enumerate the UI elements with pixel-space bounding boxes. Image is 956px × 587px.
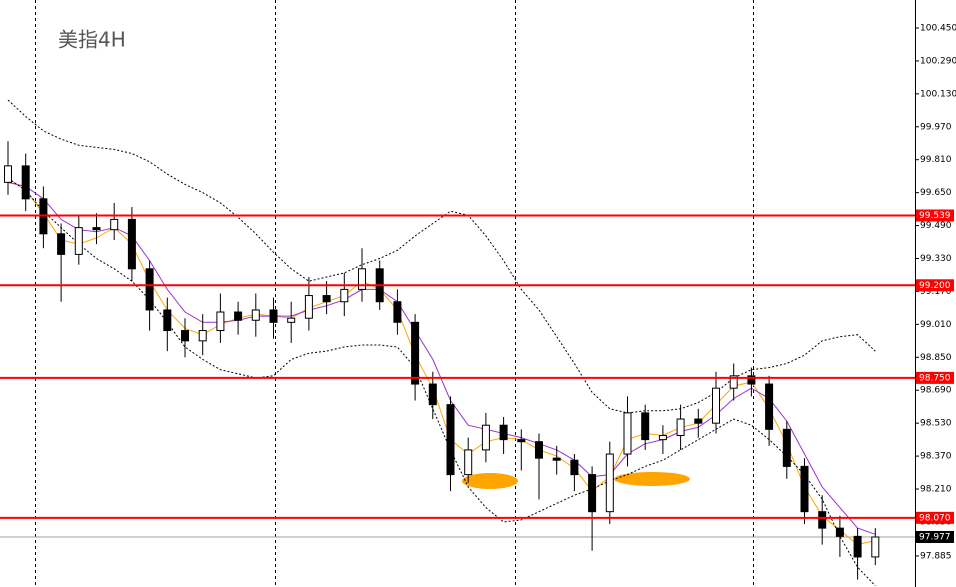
candle-body [304, 295, 313, 319]
y-tick-label: 98.850 [920, 353, 952, 363]
y-tick-label: 98.210 [920, 485, 952, 495]
candle-body [74, 227, 83, 255]
candle-body [782, 428, 791, 467]
candle-body [835, 527, 844, 537]
y-tick-label: 98.530 [920, 419, 952, 429]
candle-body [145, 268, 154, 311]
candle-body [570, 459, 579, 476]
candle-body [358, 268, 366, 290]
candle-body [481, 424, 490, 451]
candle-body [269, 309, 278, 323]
level-label-box [916, 209, 954, 222]
y-tick-label: 98.690 [920, 386, 952, 396]
moving-average [7, 177, 876, 546]
y-tick-label: 100.450 [920, 23, 956, 33]
candle-body [163, 309, 172, 332]
candle-body [322, 295, 331, 303]
candle-body [251, 309, 260, 321]
level-label-box [916, 279, 954, 292]
current-price-label: 97.977 [919, 532, 951, 542]
candle-body [552, 457, 561, 461]
candle-body [765, 383, 774, 430]
candle-body [694, 418, 703, 424]
y-tick-label: 99.970 [920, 122, 952, 132]
y-tick-label: 97.885 [920, 551, 952, 561]
candle-body [658, 435, 667, 441]
candle-body [464, 449, 473, 476]
candle-body [181, 330, 189, 342]
y-tick-label: 99.810 [920, 155, 952, 165]
candle-body [800, 465, 809, 513]
candle-body [588, 474, 597, 513]
candle-body [4, 165, 12, 183]
y-tick-label: 99.170 [920, 287, 952, 297]
candle-body [517, 439, 526, 443]
candle-body [57, 233, 66, 255]
candle-body [92, 227, 101, 231]
candle-body [871, 536, 880, 558]
moving-average [7, 181, 876, 535]
y-tick-label: 99.010 [920, 320, 952, 330]
y-tick-label: 98.370 [920, 452, 952, 462]
level-label: 98.070 [919, 513, 951, 523]
candle-body [676, 418, 685, 437]
candle-body [623, 412, 632, 455]
chart-title: 美指4H [58, 28, 126, 52]
candle-body [411, 321, 420, 385]
candle-body [446, 404, 455, 476]
bollinger-band [7, 177, 876, 587]
candle-body [287, 317, 296, 323]
y-tick-label: 99.330 [920, 254, 952, 264]
separators [35, 0, 754, 587]
candle-body [535, 441, 543, 459]
candle-body [21, 165, 30, 200]
current-price-box [916, 530, 954, 543]
candle-body [747, 375, 756, 385]
level-label-box [916, 371, 954, 384]
level-label: 98.750 [919, 373, 951, 383]
y-tick-label: 100.290 [920, 56, 956, 66]
level-label: 99.539 [919, 211, 951, 221]
highlight-marker [462, 473, 518, 489]
candle-body [234, 311, 243, 321]
candle-body [393, 301, 402, 323]
candle-body [853, 535, 862, 558]
candle-body [127, 218, 136, 270]
candle-body [818, 511, 827, 529]
y-tick-label: 100.130 [920, 89, 956, 99]
bollinger-band [7, 99, 876, 414]
candle-body [110, 218, 119, 231]
y-tick-label: 99.650 [920, 188, 952, 198]
candle-body [428, 383, 437, 406]
candle-body [198, 330, 207, 342]
candle-body [499, 424, 508, 441]
candle-body [605, 453, 614, 513]
candle-body [216, 311, 225, 332]
y-tick-label: 99.490 [920, 221, 952, 231]
candle-body [729, 375, 738, 389]
level-label-box [916, 511, 954, 524]
level-label: 99.200 [919, 281, 951, 291]
candle-body [641, 412, 650, 441]
candle-body [340, 288, 349, 303]
highlight-marker [614, 472, 690, 486]
candle-body [712, 387, 720, 424]
